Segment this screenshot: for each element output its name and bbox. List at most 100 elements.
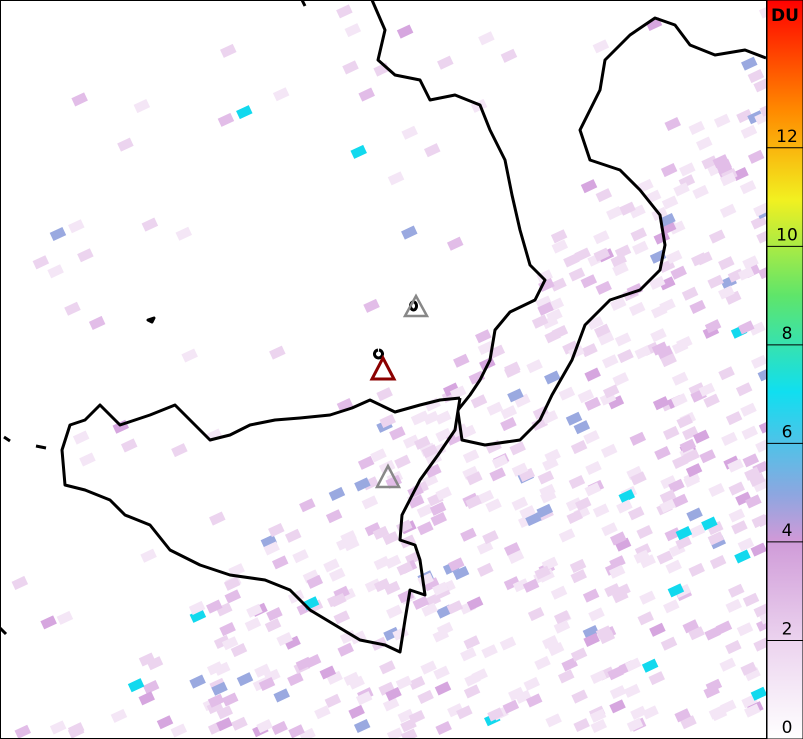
so2-cell (387, 171, 405, 186)
so2-cell (750, 686, 768, 701)
so2-cell (708, 705, 726, 720)
so2-cell (696, 136, 713, 151)
so2-cell (522, 578, 540, 593)
so2-cell (584, 482, 602, 497)
so2-cell (453, 353, 470, 368)
so2-cell (504, 363, 521, 378)
so2-cell (707, 531, 725, 546)
so2-cell (527, 607, 545, 622)
so2-cell (718, 256, 735, 271)
so2-cell (477, 562, 494, 577)
so2-cell (288, 724, 305, 739)
so2-cell (508, 686, 525, 701)
so2-cell (668, 478, 685, 493)
so2-cell (590, 669, 607, 684)
colorbar-label: DU (771, 6, 799, 26)
so2-cell (447, 703, 464, 718)
so2-cell (417, 689, 434, 704)
so2-cell (637, 611, 654, 626)
so2-cell (663, 599, 680, 614)
so2-cell (639, 590, 656, 605)
so2-cell (319, 665, 337, 680)
so2-cell (429, 501, 447, 516)
so2-cell (544, 448, 561, 463)
so2-cell (536, 269, 553, 284)
so2-cell (667, 583, 685, 598)
so2-cell (266, 607, 283, 622)
so2-cell (216, 705, 234, 720)
so2-cell (550, 277, 567, 292)
so2-cell (500, 48, 518, 63)
so2-cell (482, 530, 499, 545)
so2-cell (570, 647, 588, 662)
so2-cell (507, 549, 525, 564)
so2-cell (434, 410, 452, 425)
so2-cell (747, 149, 765, 164)
so2-cell (753, 603, 771, 618)
so2-cell (550, 229, 568, 244)
so2-cell (708, 229, 726, 244)
so2-cell (535, 295, 553, 310)
so2-cell (737, 537, 755, 552)
so2-cell (735, 491, 752, 506)
so2-cell (138, 652, 156, 667)
so2-cell (728, 583, 745, 598)
so2-cell (485, 498, 502, 513)
so2-cell (688, 524, 706, 539)
so2-cell (653, 230, 671, 245)
so2-cell (561, 657, 578, 672)
so2-cell (260, 534, 278, 549)
so2-cell (344, 23, 362, 38)
so2-cell (593, 247, 611, 262)
so2-cell (577, 389, 595, 404)
so2-cell (339, 629, 357, 644)
so2-cell (753, 78, 770, 93)
so2-cell (626, 465, 643, 480)
so2-cell (133, 99, 151, 114)
so2-cell (619, 201, 636, 216)
colorbar-tick-label: 10 (776, 225, 798, 245)
so2-cell (734, 549, 751, 564)
so2-cell (712, 154, 730, 169)
so2-cell (336, 397, 354, 413)
so2-cell (64, 301, 81, 316)
so2-cell (623, 683, 641, 698)
so2-cell (389, 426, 406, 441)
so2-cell (608, 564, 626, 579)
so2-cell (569, 558, 587, 573)
so2-cell (719, 203, 737, 218)
so2-cell (49, 226, 67, 242)
so2-cell (462, 465, 479, 480)
so2-cell (553, 610, 571, 625)
so2-cell (14, 724, 32, 739)
so2-cell (699, 449, 716, 464)
so2-cell (536, 503, 553, 518)
so2-cell (665, 559, 682, 574)
so2-cell (449, 385, 467, 400)
so2-cell (660, 475, 677, 490)
so2-cell (72, 430, 90, 445)
so2-cell (707, 274, 724, 289)
so2-cell (401, 225, 418, 240)
so2-cell (211, 681, 228, 696)
so2-cell (189, 608, 207, 623)
so2-cell (56, 610, 74, 625)
so2-cell (740, 661, 757, 676)
so2-cell (361, 495, 379, 510)
so2-cell (534, 565, 551, 580)
so2-cell (659, 212, 676, 228)
so2-cell (284, 528, 302, 543)
so2-cell (551, 239, 569, 254)
so2-cell (378, 681, 395, 696)
so2-cell (423, 577, 440, 592)
so2-cell (386, 604, 403, 619)
so2-cell (628, 301, 646, 316)
colorbar-tick-label: 8 (782, 324, 793, 344)
so2-cell (688, 626, 705, 641)
so2-cell (424, 143, 441, 158)
so2-cell (542, 456, 559, 471)
so2-cell (671, 393, 688, 408)
so2-cell (476, 540, 494, 555)
so2-cell (748, 472, 766, 487)
so2-cell (432, 628, 450, 643)
